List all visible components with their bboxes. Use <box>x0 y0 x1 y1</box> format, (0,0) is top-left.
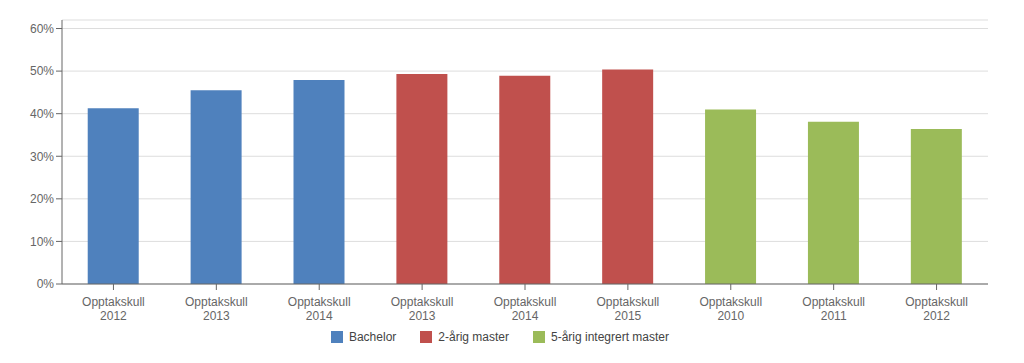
svg-text:20%: 20% <box>30 192 54 206</box>
svg-text:60%: 60% <box>30 22 54 36</box>
svg-text:50%: 50% <box>30 64 54 78</box>
svg-text:Opptakskull2011: Opptakskull2011 <box>802 295 865 323</box>
svg-text:10%: 10% <box>30 235 54 249</box>
svg-text:Opptakskull2014: Opptakskull2014 <box>288 295 351 323</box>
svg-text:Opptakskull2012: Opptakskull2012 <box>82 295 145 323</box>
svg-text:Opptakskull2013: Opptakskull2013 <box>391 295 454 323</box>
svg-text:Opptakskull2012: Opptakskull2012 <box>905 295 968 323</box>
svg-text:0%: 0% <box>37 277 55 291</box>
svg-text:Opptakskull2013: Opptakskull2013 <box>185 295 248 323</box>
svg-text:40%: 40% <box>30 107 54 121</box>
svg-text:Opptakskull2014: Opptakskull2014 <box>494 295 557 323</box>
svg-text:Opptakskull2010: Opptakskull2010 <box>699 295 762 323</box>
html-text:5-årig integrert master: 5-årig integrert master <box>551 330 669 344</box>
svg-text:30%: 30% <box>30 150 54 164</box>
svg-text:Opptakskull2015: Opptakskull2015 <box>597 295 660 323</box>
html-text:2-årig master: 2-årig master <box>438 330 509 344</box>
html-text:Bachelor: Bachelor <box>348 330 397 344</box>
